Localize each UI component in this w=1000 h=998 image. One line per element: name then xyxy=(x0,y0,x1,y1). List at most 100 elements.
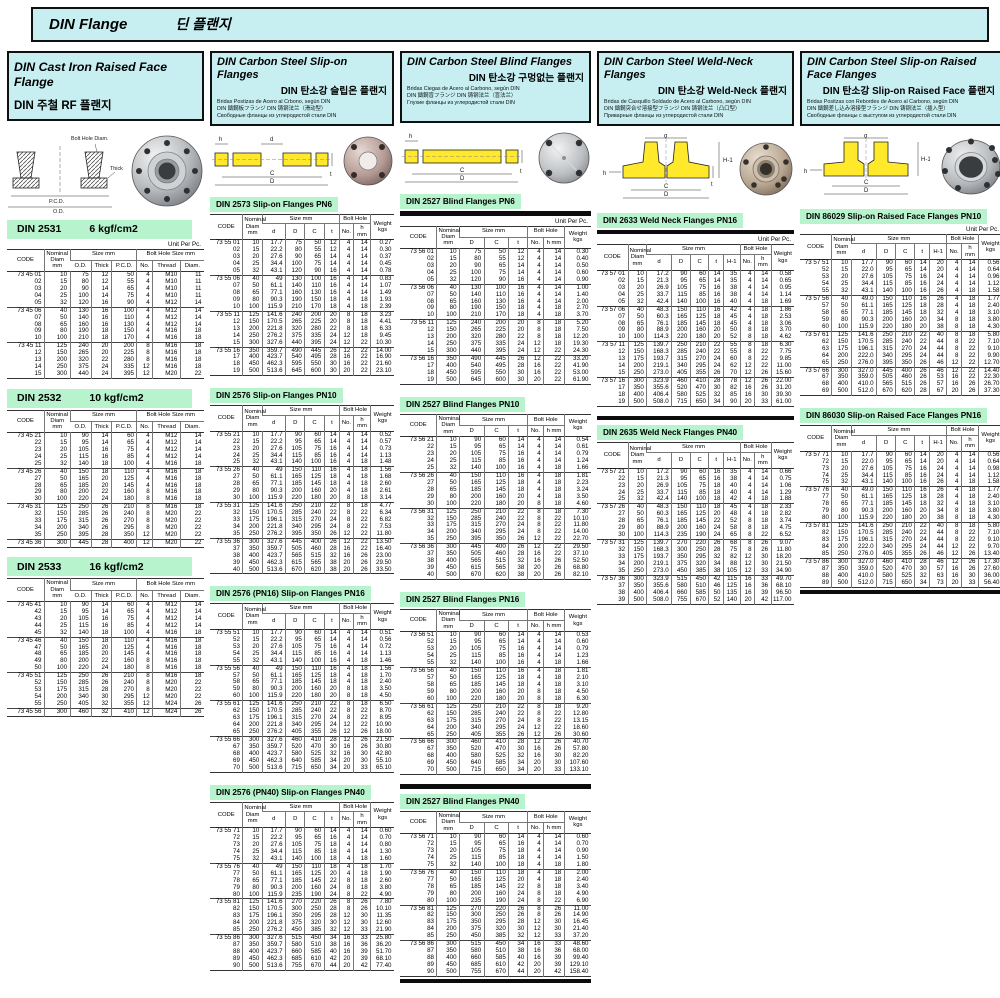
dim-label-c: C xyxy=(460,168,465,174)
flange-photo xyxy=(343,136,393,186)
table-row: 09 80 88.9 200 160 20 50 8 18 3.70 xyxy=(597,326,794,335)
table-row: 73 55 71 10 17.7 90 60 14 4 14 0.60 xyxy=(210,827,394,836)
spec-table: CODE Nominal Diam mm Size mm Bolt Hole Weight k… xyxy=(800,425,1000,588)
section-subtitle-spanish: Bridas Positzas con Rebordes de Acero al… xyxy=(807,98,959,105)
section-title-korean: DIN 탄소강 Weld-Neck 플랜지 xyxy=(657,85,787,97)
table-row: 62 150 285 240 22 8 22 12.80 xyxy=(400,710,591,718)
table-row: 75 32 43.1 140 100 18 4 18 1.60 xyxy=(210,855,394,864)
dim-label-bolt-hole-diam: Bolt Hole Diam. xyxy=(71,136,108,142)
table-section: DIN 2576 Slip-on Flanges PN10 CODE Nominal… xyxy=(210,385,394,575)
table-row: 52 150 285 26 240 8 M20 22 xyxy=(7,679,204,688)
table-row: 29 80 88.9 200 160 24 58 8 18 4.75 xyxy=(597,524,794,533)
table-title-chip: DIN 86029 Slip-on Raised Face Flanges PN… xyxy=(800,208,988,224)
spec-table: CODE Nominal Diam mm Size mm Bolt Hole Size m… xyxy=(7,578,204,717)
divider-bar xyxy=(400,211,591,216)
table-row: 53 20 27.6 105 75 16 24 4 14 0.96 xyxy=(800,273,1000,282)
table-row: 89 450 462.3 685 610 42 20 39 68.10 xyxy=(210,955,394,963)
dim-label-h: h xyxy=(603,171,606,177)
table-row: 85 250 276.2 450 385 32 12 33 21.90 xyxy=(210,926,394,935)
table-row: 15 300 440 24 395 12 M20 22 xyxy=(7,370,204,379)
table-row: 73 45 56 300 460 32 410 12 M24 26 xyxy=(7,708,204,717)
table-row: 73 45 26 40 150 18 110 4 M16 18 xyxy=(7,468,204,476)
table-row: 85 250 276.0 405 355 26 46 12 26 13.40 xyxy=(800,550,1000,559)
table-row: 72 15 95 65 16 4 14 0.70 xyxy=(400,840,591,848)
cross-section-diagram: Bolt Hole Diam. Thick P.C.D. O.D. xyxy=(8,136,123,214)
table-row: 65 250 405 355 26 12 26 30.60 xyxy=(400,731,591,739)
flange-photo xyxy=(538,132,590,184)
dim-label-c: C xyxy=(864,180,869,186)
table-row: 84 200 222.0 340 295 24 44 12 22 9.70 xyxy=(800,543,1000,551)
spec-table: CODE Nominal Diam mm Size mm Bolt Hole Size m… xyxy=(7,409,204,548)
table-row: 30 100 114.3 235 190 24 65 8 22 6.52 xyxy=(597,531,794,540)
cross-section-diagram: h d t C D xyxy=(212,137,333,186)
dim-label-d: d xyxy=(270,137,273,143)
table-title-chip: DIN 2576 (PN40) Slip-on Flanges PN40 xyxy=(210,784,371,800)
table-row: 88 400 423.7 660 585 40 16 39 51.70 xyxy=(210,948,394,956)
table-row: 73 56 31 125 250 210 22 8 18 7.30 xyxy=(400,508,591,516)
table-row: 73 55 36 300 327.6 445 400 26 12 22 13.50 xyxy=(210,538,394,546)
divider-bar xyxy=(597,415,794,421)
section-subtitle-russian: Свободные фланцы с выступом из углеродис… xyxy=(807,112,957,119)
table-row: 73 57 16 300 323.9 460 410 28 78 12 26 22.00 xyxy=(597,377,794,385)
table-row: 83 175 196.1 350 295 28 12 30 11.35 xyxy=(210,912,394,921)
table-row: 10 100 210 18 170 4 M16 18 xyxy=(7,334,204,343)
table-row: 04 25 34.4 100 75 14 4 14 0.45 xyxy=(210,260,394,269)
table-row: 28 65 76.1 185 145 22 52 8 18 3.74 xyxy=(597,517,794,526)
table-row: 17 400 423.7 540 495 28 16 22 16.90 xyxy=(210,353,394,362)
dim-label-c: C xyxy=(270,171,275,177)
table-row: 70 500 513.6 715 650 34 20 33 65.10 xyxy=(210,764,394,773)
table-row: 25 32 43.1 140 100 16 4 18 1.48 xyxy=(210,458,394,467)
table-row: 14 250 276.2 375 335 24 12 18 9.45 xyxy=(210,332,394,340)
table-row: 55 250 405 32 355 12 M24 26 xyxy=(7,700,204,709)
section-title-korean: DIN 탄소강 구멍없는 플랜지 xyxy=(468,72,584,84)
table-row: 12 150 168.3 285 240 22 55 8 22 7.75 xyxy=(597,348,794,357)
spec-table: CODE Nominal Diam mm Size mm Bolt Hole Weight k… xyxy=(210,801,394,971)
table-row: 83 175 350 295 28 12 30 16.45 xyxy=(400,918,591,927)
table-row: 73 56 81 125 270 220 26 8 26 11.00 xyxy=(400,905,591,913)
table-row: 73 20 27.6 105 75 16 24 4 14 0.98 xyxy=(800,465,1000,473)
dim-label-h1: H-1 xyxy=(723,158,733,164)
table-row: 13 200 221.8 320 280 22 8 18 6.33 xyxy=(210,325,394,333)
table-row: 65 250 276.0 395 350 26 46 12 22 12.70 xyxy=(800,359,1000,367)
table-section: DIN 2533 16 kgf/cm2 CODE Nominal Diam mm Size … xyxy=(7,557,204,717)
cross-section-diagram: d h H-1 t C D xyxy=(603,134,733,199)
table-row: 34 200 219.1 375 320 34 88 12 30 21.50 xyxy=(597,560,794,568)
table-row: 38 400 565 515 32 16 26 52.50 xyxy=(400,557,591,566)
table-row: 74 25 34.4 115 85 16 24 4 14 1.12 xyxy=(800,472,1000,480)
table-row: 73 57 51 10 17.7 90 60 14 20 4 14 0.56 xyxy=(800,259,1000,268)
table-row: 19 500 508.0 715 650 34 90 20 33 61.00 xyxy=(597,398,794,407)
table-row: 72 15 22.2 95 65 16 4 14 0.70 xyxy=(210,834,394,842)
table-row: 33 175 315 270 24 8 22 11.80 xyxy=(400,522,591,530)
table-row: 80 100 115.9 220 180 20 38 8 18 4.30 xyxy=(800,514,1000,523)
section-header-slip-on: DIN Carbon Steel Slip-on Flanges DIN 탄소강… xyxy=(210,51,394,126)
table-row: 08 65 160 16 130 4 M12 14 xyxy=(7,321,204,329)
table-row: 77 50 61.1 165 125 20 4 18 1.90 xyxy=(210,870,394,878)
dim-label-t: t xyxy=(330,172,332,178)
table-row: 18 450 595 550 30 16 22 53.00 xyxy=(400,369,591,377)
table-row: 17 350 355.6 520 470 30 82 16 26 31.20 xyxy=(597,384,794,392)
table-row: 30 100 220 180 20 8 18 4.60 xyxy=(400,500,591,509)
table-row: 40 500 670 620 38 20 26 82.10 xyxy=(400,571,591,580)
section-title-korean: DIN 주철 RF 플랜지 xyxy=(14,100,112,112)
table-row: 05 32 120 16 90 4 M12 14 xyxy=(7,299,204,308)
table-section: DIN 2527 Blind Flanges PN40 CODE Nominal Di… xyxy=(400,784,591,984)
section-subtitle-russian: Глухие фланцы из углеродистой стали DIN xyxy=(407,100,515,106)
table-title-chip: DIN 2576 Slip-on Flanges PN10 xyxy=(210,388,343,404)
table-row: 22 15 95 14 65 4 M12 14 xyxy=(7,439,204,447)
table-row: 73 57 21 10 17.2 90 60 16 35 4 14 0.66 xyxy=(597,468,794,476)
table-row: 77 50 61.1 165 125 18 28 4 18 2.40 xyxy=(800,493,1000,502)
table-row: 14 200 219.1 340 295 24 62 12 22 11.00 xyxy=(597,362,794,371)
table-row: 67 350 520 470 30 16 26 57.80 xyxy=(400,745,591,754)
table-row: 73 57 66 300 327.0 445 400 26 46 12 22 14.40 xyxy=(800,367,1000,375)
table-row: 73 45 01 10 75 12 50 4 M10 11 xyxy=(7,271,204,279)
table-section: DIN 2573 Slip-on Flanges PN6 CODE Nominal D… xyxy=(210,194,394,377)
table-row: 84 200 221.8 375 320 30 12 30 12.60 xyxy=(210,919,394,928)
section-subtitle-spanish: Bridas de Casquillo Soldado de Acero al … xyxy=(604,98,751,105)
table-row: 73 56 36 300 445 400 26 12 22 29.50 xyxy=(400,543,591,552)
table-row: 73 55 81 125 141.6 270 220 26 8 26 7.80 xyxy=(210,898,394,907)
table-row: 73 45 46 40 150 18 110 4 M16 18 xyxy=(7,637,204,645)
table-section: DIN 2527 Blind Flanges PN10 CODE Nominal Di… xyxy=(400,394,591,580)
table-row: 74 25 115 85 18 4 14 1.50 xyxy=(400,854,591,862)
section-title: DIN Cast Iron Raised Face Flange xyxy=(14,60,168,89)
dim-label-dd: D xyxy=(664,192,669,198)
